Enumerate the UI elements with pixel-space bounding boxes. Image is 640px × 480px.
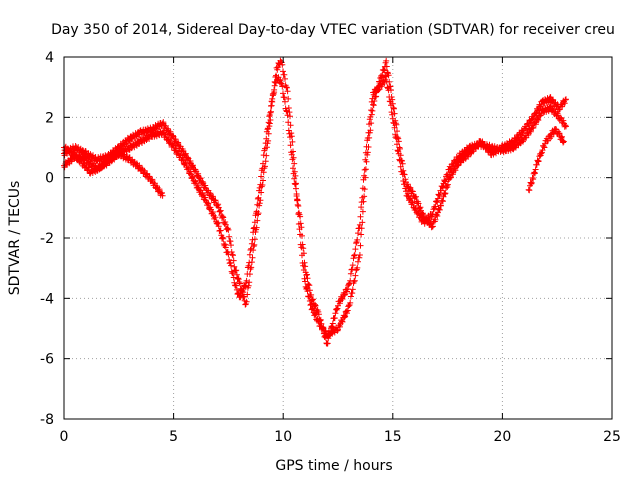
y-tick-label: -8 bbox=[40, 412, 54, 428]
series-track-4 bbox=[525, 126, 567, 194]
x-tick-label: 25 bbox=[603, 429, 621, 445]
x-tick-label: 20 bbox=[493, 429, 511, 445]
series-track-2 bbox=[61, 72, 569, 347]
x-axis-label: GPS time / hours bbox=[275, 458, 392, 474]
y-tick-label: -6 bbox=[40, 352, 54, 368]
grid-lines bbox=[64, 57, 612, 419]
x-tick-label: 15 bbox=[384, 429, 402, 445]
y-tick-label: -4 bbox=[40, 291, 54, 307]
data-point-markers bbox=[61, 57, 569, 340]
chart-title: Day 350 of 2014, Sidereal Day-to-day VTE… bbox=[51, 22, 615, 38]
x-tick-label: 5 bbox=[169, 429, 178, 445]
y-tick-label: 4 bbox=[45, 50, 54, 66]
x-tick-label: 10 bbox=[274, 429, 292, 445]
data-points bbox=[61, 57, 569, 347]
data-point-markers bbox=[525, 126, 567, 194]
y-tick-label: 2 bbox=[45, 110, 54, 126]
plot-frame bbox=[63, 56, 613, 420]
y-tick-label: -2 bbox=[40, 231, 54, 247]
y-axis-label: SDTVAR / TECUs bbox=[7, 181, 23, 296]
y-tick-label: 0 bbox=[45, 171, 54, 187]
series-track-1 bbox=[61, 57, 569, 340]
axis-ticks: 0 5 10 15 20 25 -8 -6 -4 -2 0 2 4 bbox=[40, 50, 621, 445]
data-point-markers bbox=[61, 72, 569, 347]
x-tick-label: 0 bbox=[60, 429, 69, 445]
